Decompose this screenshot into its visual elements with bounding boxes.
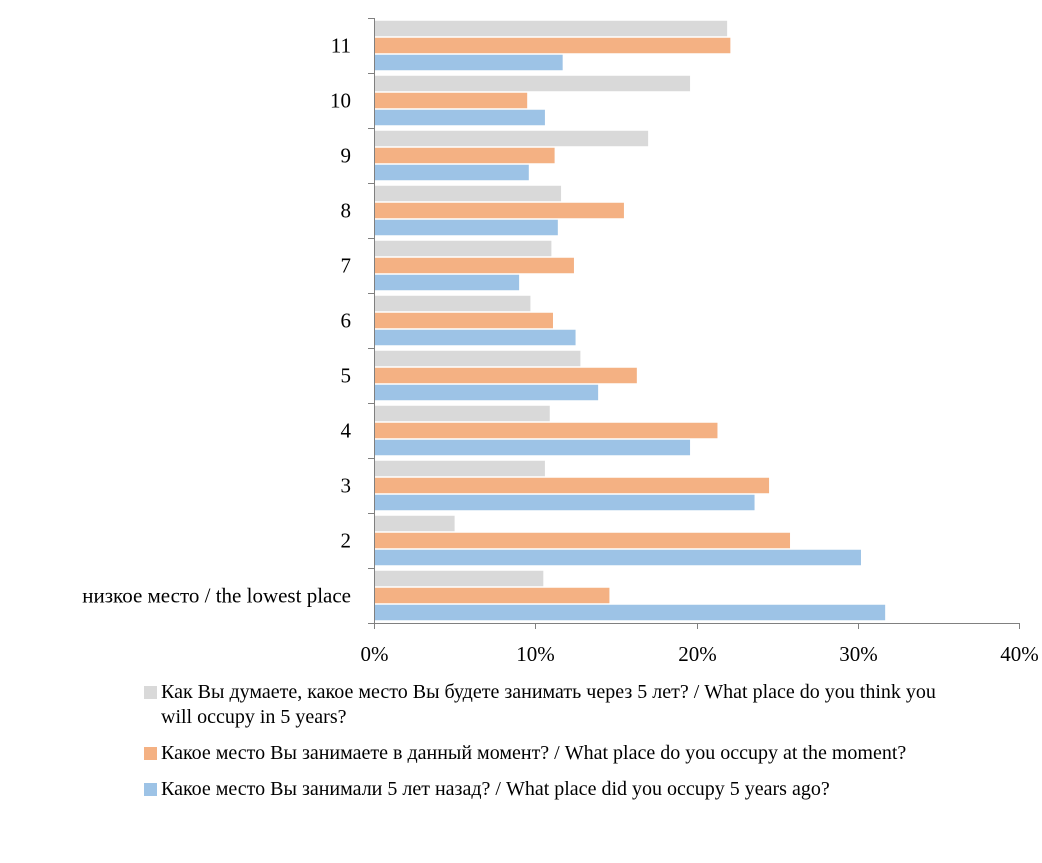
category-label: 6	[341, 309, 352, 333]
category-label: 11	[331, 34, 351, 58]
bar-3-cat-2	[375, 549, 861, 566]
bar-3-cat-5	[375, 384, 599, 401]
bar-2-cat-5	[375, 367, 637, 384]
bar-3-cat-1	[375, 604, 886, 621]
x-tick-label: 0%	[361, 642, 389, 666]
legend-item-3: Какое место Вы занимали 5 лет назад? / W…	[144, 777, 944, 802]
category-label: 7	[341, 254, 352, 278]
bar-3-cat-6	[375, 329, 576, 346]
category-label: 3	[341, 474, 352, 498]
bar-1-cat-5	[375, 350, 581, 367]
category-label: 2	[341, 529, 352, 553]
legend-item-1: Как Вы думаете, какое место Вы будете за…	[144, 680, 944, 730]
bar-2-cat-11	[375, 37, 731, 54]
category-label: 5	[341, 364, 352, 388]
bar-3-cat-11	[375, 54, 563, 71]
category-label: 8	[341, 199, 352, 223]
bar-2-cat-9	[375, 147, 555, 164]
legend-swatch	[144, 686, 157, 699]
legend-swatch	[144, 747, 157, 760]
bar-1-cat-8	[375, 185, 562, 202]
legend-item-2: Какое место Вы занимаете в данный момент…	[144, 741, 944, 766]
bar-1-cat-9	[375, 130, 649, 147]
bar-1-cat-4	[375, 405, 550, 422]
bar-2-cat-7	[375, 257, 574, 274]
bar-3-cat-8	[375, 219, 558, 236]
category-label: 9	[341, 144, 352, 168]
legend-label: Какое место Вы занимаете в данный момент…	[161, 742, 907, 764]
bar-3-cat-7	[375, 274, 520, 291]
bar-1-cat-6	[375, 295, 531, 312]
x-tick-label: 20%	[678, 642, 717, 666]
chart-legend: Как Вы думаете, какое место Вы будете за…	[144, 680, 944, 813]
bar-2-cat-2	[375, 532, 791, 549]
bar-1-cat-3	[375, 460, 545, 477]
bar-1-cat-7	[375, 240, 552, 257]
bar-2-cat-6	[375, 312, 553, 329]
x-tick-label: 30%	[839, 642, 878, 666]
bar-2-cat-8	[375, 202, 624, 219]
legend-swatch	[144, 783, 157, 796]
bar-2-cat-10	[375, 92, 528, 109]
x-tick-label: 10%	[516, 642, 555, 666]
bar-2-cat-4	[375, 422, 718, 439]
category-label: низкое место / the lowest place	[82, 584, 351, 608]
legend-label: Как Вы думаете, какое место Вы будете за…	[161, 681, 936, 728]
bar-chart: низкое место / the lowest place 2 3 4 5 6 7 8 9 1…	[82, 18, 1039, 666]
bar-1-cat-2	[375, 515, 455, 532]
x-tick-label: 40%	[1000, 642, 1039, 666]
legend-label: Какое место Вы занимали 5 лет назад? / W…	[161, 778, 830, 800]
bar-1-cat-1	[375, 570, 544, 587]
category-label: 10	[330, 89, 351, 113]
bar-2-cat-1	[375, 587, 610, 604]
bar-2-cat-3	[375, 477, 770, 494]
bar-1-cat-11	[375, 20, 728, 37]
bar-3-cat-10	[375, 109, 545, 126]
bar-1-cat-10	[375, 75, 691, 92]
bar-3-cat-4	[375, 439, 691, 456]
bar-3-cat-3	[375, 494, 755, 511]
category-label: 4	[341, 419, 352, 443]
bar-3-cat-9	[375, 164, 529, 181]
